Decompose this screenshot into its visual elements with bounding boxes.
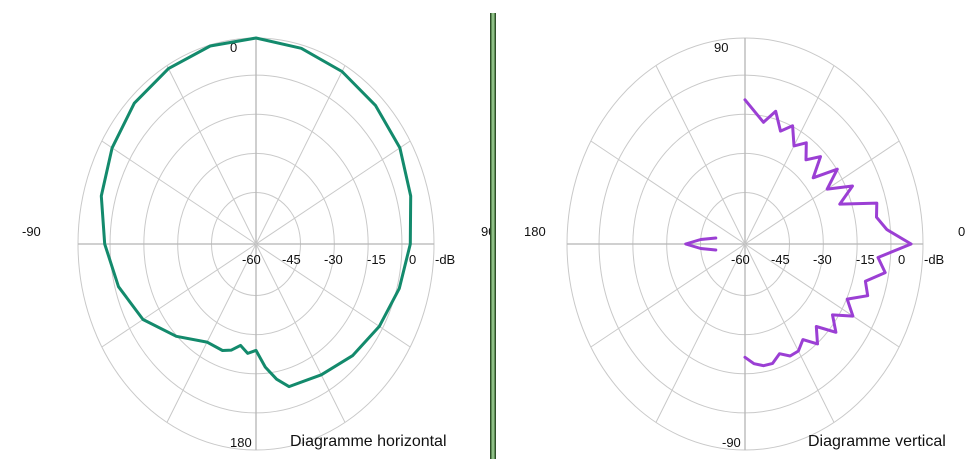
radial-tick-label: -30 — [813, 252, 832, 267]
radial-tick-label: -30 — [324, 252, 343, 267]
radial-tick-label: -60 — [242, 252, 261, 267]
grid-spoke-150 — [166, 65, 346, 423]
angle-label-bottom: -90 — [722, 435, 741, 450]
radial-unit-label: -dB — [435, 252, 455, 267]
horizontal-polar-chart: -60 -45 -30 -15 0 -dB 0 90 180 -90 Diagramme horiz… — [22, 36, 490, 451]
angle-label-top: 90 — [714, 40, 728, 55]
radial-unit-label: -dB — [924, 252, 944, 267]
horizontal-diagram-panel: -60 -45 -30 -15 0 -dB 0 90 180 -90 Diagramme horiz… — [22, 36, 490, 451]
radial-tick-label: -45 — [771, 252, 790, 267]
grid-spoke-150 — [655, 65, 835, 423]
pattern-curve-0 — [99, 36, 413, 389]
radial-tick-label: 0 — [409, 252, 416, 267]
chart-caption: Diagramme vertical — [808, 433, 946, 450]
splitter-highlight — [492, 13, 494, 459]
angle-label-top: 0 — [230, 40, 237, 55]
angle-label-left: -90 — [22, 224, 41, 239]
radial-tick-label: -15 — [367, 252, 386, 267]
radial-tick-label: -15 — [856, 252, 875, 267]
radial-tick-label: -45 — [282, 252, 301, 267]
vertical-polar-chart: -60 -45 -30 -15 0 -dB 90 0 -90 180 Diagramme verti… — [524, 37, 965, 451]
angle-label-left: 180 — [524, 224, 546, 239]
radial-tick-label: 0 — [898, 252, 905, 267]
angle-label-right: 0 — [958, 224, 965, 239]
radial-tick-label: -60 — [731, 252, 750, 267]
chart-caption: Diagramme horizontal — [290, 433, 447, 450]
vertical-diagram-panel: -60 -45 -30 -15 0 -dB 90 0 -90 180 Diagramme verti… — [496, 0, 980, 459]
angle-label-right: 90 — [481, 224, 490, 239]
pattern-curve-1 — [684, 236, 718, 252]
pattern-curve-0 — [743, 98, 913, 368]
panel-splitter[interactable] — [490, 13, 496, 459]
angle-label-bottom: 180 — [230, 435, 252, 450]
